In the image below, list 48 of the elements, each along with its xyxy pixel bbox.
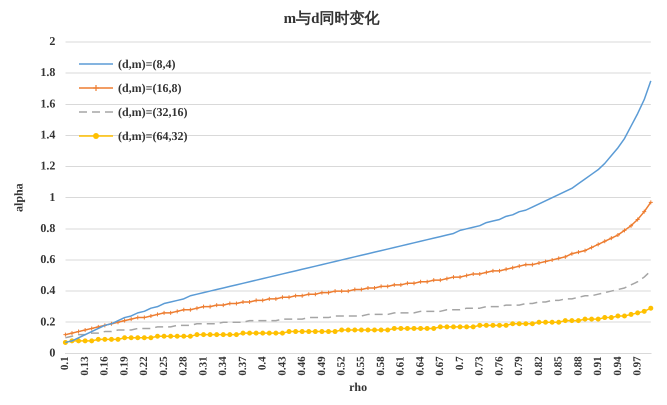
y-axis-title: alpha bbox=[11, 183, 26, 212]
x-tick-label: 0.31 bbox=[197, 356, 210, 376]
y-tick-label: 0.4 bbox=[40, 283, 56, 298]
y-tick-label: 1.6 bbox=[40, 96, 56, 110]
y-tick-label: 0.2 bbox=[40, 314, 56, 328]
x-tick-label: 0.19 bbox=[118, 356, 130, 376]
x-tick-label: 0.55 bbox=[355, 356, 368, 376]
legend-label: (d,m)=(8,4) bbox=[118, 56, 176, 72]
x-tick-label: 0.1 bbox=[59, 356, 72, 370]
x-tick-label: 0.64 bbox=[414, 356, 426, 376]
x-tick-label: 0.79 bbox=[513, 356, 526, 376]
legend-label: (d,m)=(16,8) bbox=[118, 80, 182, 96]
x-tick-label: 0.46 bbox=[296, 356, 308, 376]
x-tick-label: 0.25 bbox=[158, 356, 170, 376]
x-tick-label: 0.13 bbox=[78, 356, 91, 376]
x-tick-label: 0.37 bbox=[236, 356, 249, 376]
legend-label: (d,m)=(64,32) bbox=[118, 128, 188, 144]
x-tick-label: 0.49 bbox=[316, 356, 328, 376]
x-tick-label: 0.88 bbox=[572, 356, 584, 376]
y-tick-label: 2 bbox=[49, 34, 56, 48]
x-tick-label: 0.97 bbox=[631, 356, 644, 376]
y-tick-label: 0.6 bbox=[40, 252, 56, 266]
chart-title: m与d同时变化 bbox=[284, 8, 380, 27]
x-tick-label: 0.73 bbox=[474, 356, 486, 376]
x-tick-label: 0.58 bbox=[374, 356, 387, 376]
legend-label: (d,m)=(32,16) bbox=[118, 104, 188, 120]
x-tick-label: 0.7 bbox=[454, 356, 466, 370]
x-tick-label: 0.76 bbox=[493, 356, 506, 376]
x-tick-label: 0.61 bbox=[394, 356, 407, 376]
y-tick-label: 1 bbox=[49, 190, 56, 204]
x-tick-label: 0.67 bbox=[434, 356, 446, 376]
x-tick-label: 0.22 bbox=[138, 356, 150, 376]
y-tick-label: 0 bbox=[49, 345, 56, 360]
x-tick-label: 0.85 bbox=[552, 356, 565, 376]
x-tick-label: 0.52 bbox=[336, 356, 348, 376]
y-tick-label: 1.2 bbox=[40, 158, 56, 173]
x-tick-label: 0.34 bbox=[217, 356, 230, 376]
x-tick-label: 0.28 bbox=[178, 356, 190, 376]
y-tick-label: 1.8 bbox=[40, 65, 56, 80]
x-axis-title: rho bbox=[349, 380, 368, 394]
y-tick-label: 1.4 bbox=[40, 128, 56, 142]
x-tick-label: 0.94 bbox=[612, 356, 624, 376]
x-tick-label: 0.4 bbox=[256, 356, 269, 370]
x-tick-label: 0.91 bbox=[592, 356, 604, 376]
x-tick-label: 0.16 bbox=[98, 356, 111, 376]
y-tick-label: 0.8 bbox=[40, 220, 56, 235]
x-tick-label: 0.82 bbox=[532, 356, 545, 376]
x-tick-label: 0.43 bbox=[276, 356, 288, 376]
